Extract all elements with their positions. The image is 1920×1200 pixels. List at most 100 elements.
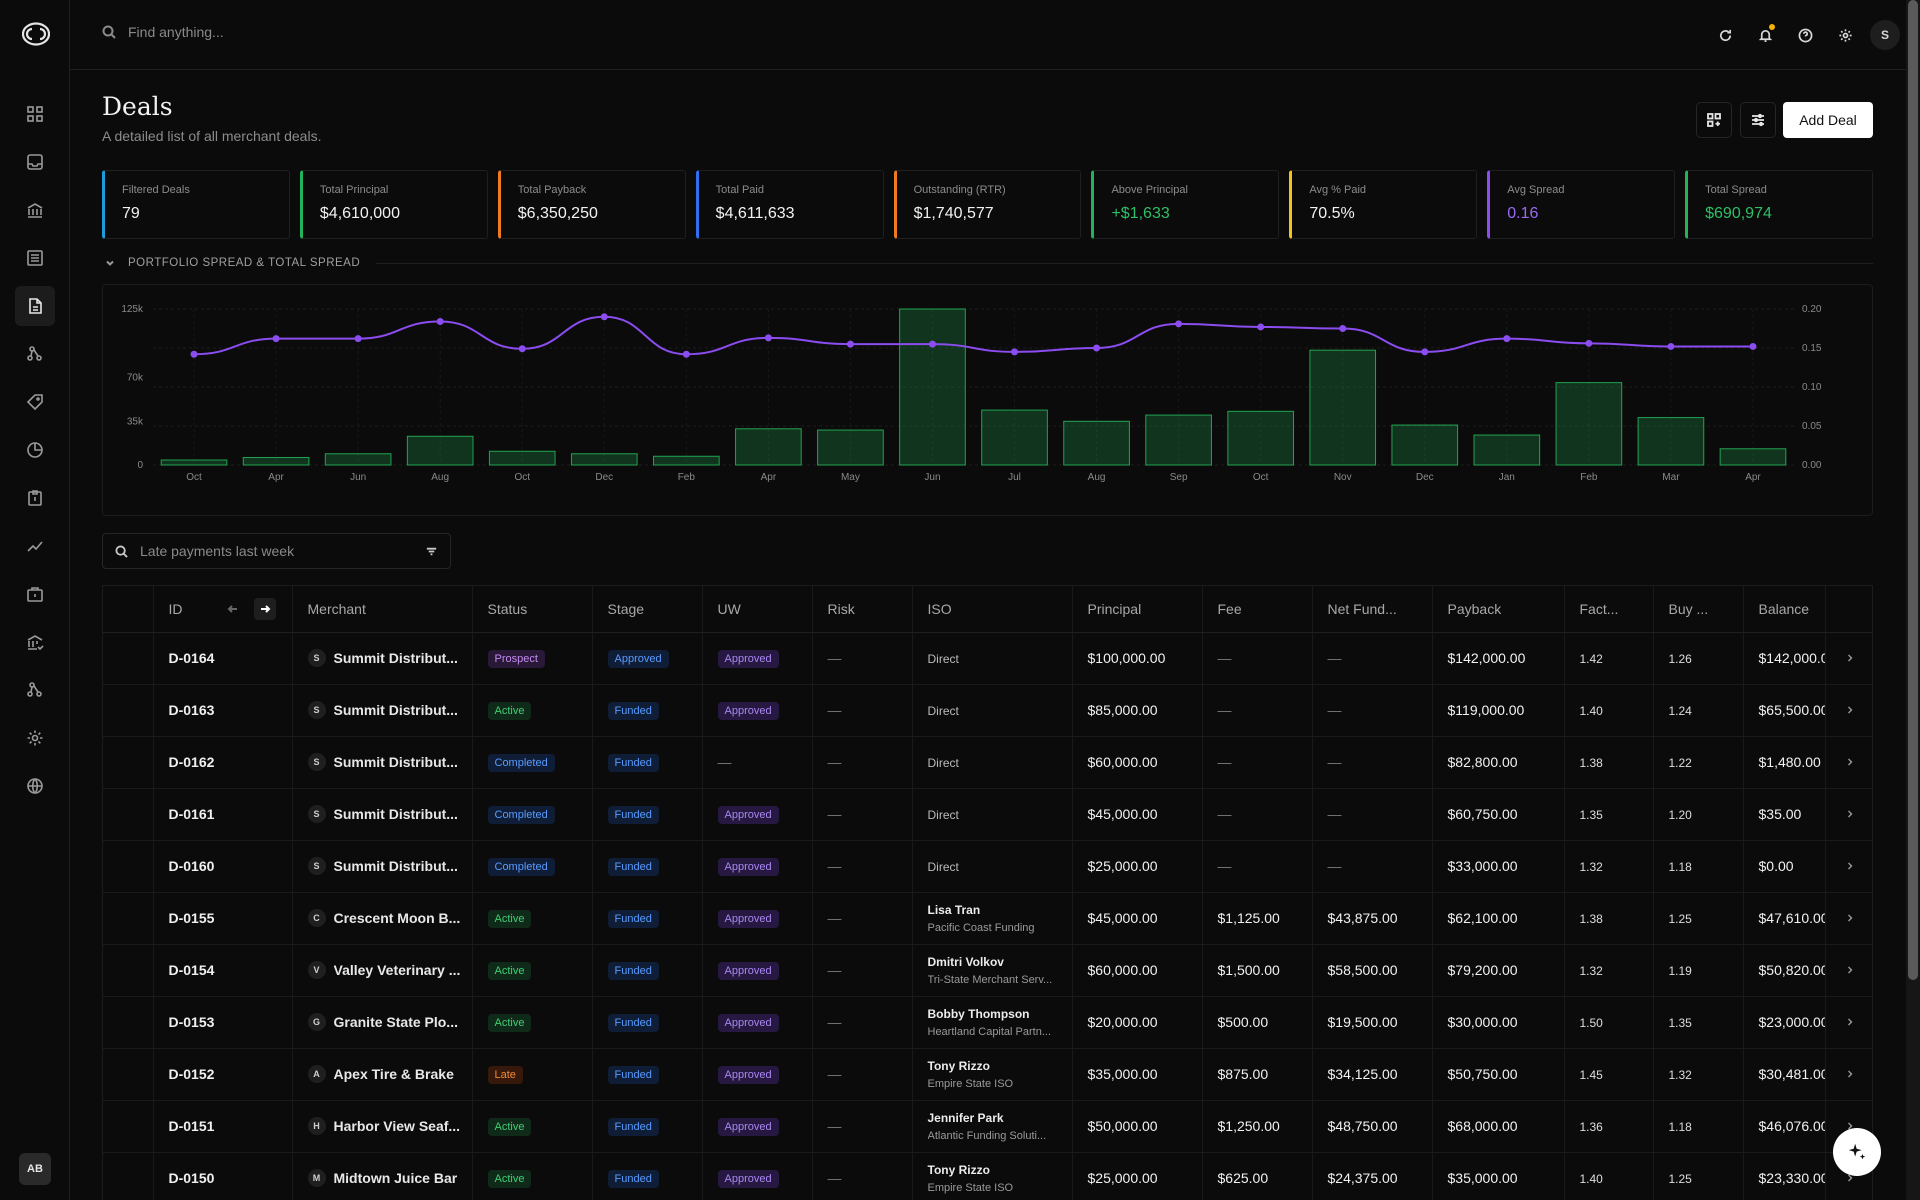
factor-value: 1.50 <box>1579 1016 1603 1030</box>
table-row[interactable]: D-0150 M Midtown Juice Bar Active Funded Appr… <box>103 1152 1872 1200</box>
chevron-right-icon[interactable] <box>1845 1121 1855 1131</box>
column-header-fee[interactable]: Fee <box>1202 586 1313 633</box>
merchant-cell[interactable]: S Summit Distribut... <box>307 701 472 719</box>
table-row[interactable]: D-0160 S Summit Distribut... Completed Funde… <box>103 840 1872 893</box>
merchant-cell[interactable]: V Valley Veterinary ... <box>307 961 472 979</box>
sidebar-item-analytics[interactable] <box>15 526 55 566</box>
account-avatar[interactable]: AB <box>19 1153 51 1185</box>
adjust-columns-button[interactable] <box>1740 102 1776 138</box>
table-row[interactable]: D-0153 G Granite State Plo... Active Funded A… <box>103 996 1872 1049</box>
chevron-right-icon[interactable] <box>1845 1017 1855 1027</box>
sidebar-item-reports[interactable] <box>15 430 55 470</box>
merchant-cell[interactable]: M Midtown Juice Bar <box>307 1169 472 1187</box>
sidebar-item-ledger[interactable] <box>15 238 55 278</box>
deal-id[interactable]: D-0164 <box>168 650 215 666</box>
column-header-balance[interactable]: Balance <box>1743 586 1826 633</box>
add-deal-button[interactable]: Add Deal <box>1783 102 1873 138</box>
merchant-cell[interactable]: S Summit Distribut... <box>307 753 472 771</box>
help-button[interactable] <box>1790 20 1820 50</box>
merchant-cell[interactable]: S Summit Distribut... <box>307 649 472 667</box>
chevron-right-icon[interactable] <box>1845 965 1855 975</box>
table-row[interactable]: D-0162 S Summit Distribut... Completed Funde… <box>103 736 1872 789</box>
column-header-uw[interactable]: UW <box>702 586 813 633</box>
merchant-cell[interactable]: H Harbor View Seaf... <box>307 1117 472 1135</box>
sidebar-item-institutions[interactable] <box>15 622 55 662</box>
sidebar-item-dashboard[interactable] <box>15 94 55 134</box>
deal-id[interactable]: D-0161 <box>168 806 215 822</box>
scroll-left-button[interactable] <box>222 598 244 620</box>
deal-id[interactable]: D-0153 <box>168 1014 215 1030</box>
search-input[interactable]: Find anything... <box>128 24 224 40</box>
deal-id[interactable]: D-0162 <box>168 754 215 770</box>
table-row[interactable]: D-0152 A Apex Tire & Brake Late Funded Approv… <box>103 1048 1872 1101</box>
sidebar-item-deals[interactable] <box>15 286 55 326</box>
y-left-tick-label: 70k <box>127 373 144 384</box>
stage-badge: Funded <box>607 805 659 824</box>
column-header-id[interactable]: ID <box>153 586 293 633</box>
sidebar-item-bank[interactable] <box>15 190 55 230</box>
deal-id[interactable]: D-0160 <box>168 858 215 874</box>
view-toggle-button[interactable] <box>1696 102 1732 138</box>
column-header-iso[interactable]: ISO <box>912 586 1073 633</box>
deal-id[interactable]: D-0150 <box>168 1170 215 1186</box>
deal-id[interactable]: D-0163 <box>168 702 215 718</box>
column-header-factor[interactable]: Fact... <box>1564 586 1654 633</box>
chevron-right-icon[interactable] <box>1845 809 1855 819</box>
table-row[interactable]: D-0155 C Crescent Moon B... Active Funded App… <box>103 892 1872 945</box>
sidebar-item-briefcase[interactable] <box>15 574 55 614</box>
table-row[interactable]: D-0164 S Summit Distribut... Prospect Approv… <box>103 632 1872 685</box>
filter-input[interactable]: Late payments last week <box>140 543 295 559</box>
merchant-name: Summit Distribut... <box>333 806 458 822</box>
deal-id[interactable]: D-0155 <box>168 910 215 926</box>
deal-id[interactable]: D-0151 <box>168 1118 215 1134</box>
chevron-right-icon[interactable] <box>1845 861 1855 871</box>
chart-section-toggle[interactable]: PORTFOLIO SPREAD & TOTAL SPREAD <box>102 256 1873 270</box>
sidebar-item-integrations[interactable] <box>15 670 55 710</box>
notifications-button[interactable] <box>1750 20 1780 50</box>
global-search[interactable]: Find anything... <box>102 24 224 40</box>
status-badge: Active <box>487 1169 532 1188</box>
table-row[interactable]: D-0151 H Harbor View Seaf... Active Funded Ap… <box>103 1100 1872 1153</box>
column-header-principal[interactable]: Principal <box>1072 586 1203 633</box>
table-row[interactable]: D-0154 V Valley Veterinary ... Active Funded… <box>103 944 1872 997</box>
merchant-cell[interactable]: G Granite State Plo... <box>307 1013 472 1031</box>
settings-button[interactable] <box>1830 20 1860 50</box>
table-row[interactable]: D-0161 S Summit Distribut... Completed Funde… <box>103 788 1872 841</box>
ai-assistant-button[interactable] <box>1833 1128 1881 1176</box>
sidebar-item-tags[interactable] <box>15 382 55 422</box>
deal-id[interactable]: D-0152 <box>168 1066 215 1082</box>
scroll-right-button[interactable] <box>253 597 276 620</box>
column-header-payback[interactable]: Payback <box>1432 586 1565 633</box>
sidebar-item-settings[interactable] <box>15 718 55 758</box>
sidebar-item-workflow[interactable] <box>15 334 55 374</box>
deal-id[interactable]: D-0154 <box>168 962 215 978</box>
refresh-button[interactable] <box>1710 20 1740 50</box>
sidebar-item-clipboard[interactable] <box>15 478 55 518</box>
column-header-net-funded[interactable]: Net Fund... <box>1312 586 1433 633</box>
table-filter[interactable]: Late payments last week <box>102 533 451 569</box>
column-header-risk[interactable]: Risk <box>812 586 913 633</box>
chevron-right-icon[interactable] <box>1845 1173 1855 1183</box>
filter-icon[interactable] <box>425 545 438 558</box>
table-row[interactable]: D-0163 S Summit Distribut... Active Funded Ap… <box>103 684 1872 737</box>
x-tick-label: Apr <box>761 472 777 483</box>
column-header-stage[interactable]: Stage <box>592 586 703 633</box>
chevron-right-icon[interactable] <box>1845 757 1855 767</box>
chevron-right-icon[interactable] <box>1845 705 1855 715</box>
iso-name: Dmitri Volkov <box>927 954 1004 969</box>
column-header-status[interactable]: Status <box>472 586 593 633</box>
page-scrollbar[interactable] <box>1908 0 1918 980</box>
chevron-right-icon[interactable] <box>1845 653 1855 663</box>
column-header-buy-rate[interactable]: Buy ... <box>1653 586 1744 633</box>
merchant-cell[interactable]: A Apex Tire & Brake <box>307 1065 472 1083</box>
chevron-right-icon[interactable] <box>1845 913 1855 923</box>
merchant-cell[interactable]: S Summit Distribut... <box>307 805 472 823</box>
chevron-right-icon[interactable] <box>1845 1069 1855 1079</box>
column-header-merchant[interactable]: Merchant <box>292 586 473 633</box>
logo-icon[interactable] <box>22 22 50 46</box>
merchant-cell[interactable]: S Summit Distribut... <box>307 857 472 875</box>
user-avatar[interactable]: S <box>1870 20 1900 50</box>
sidebar-item-inbox[interactable] <box>15 142 55 182</box>
merchant-cell[interactable]: C Crescent Moon B... <box>307 909 472 927</box>
sidebar-item-web[interactable] <box>15 766 55 806</box>
